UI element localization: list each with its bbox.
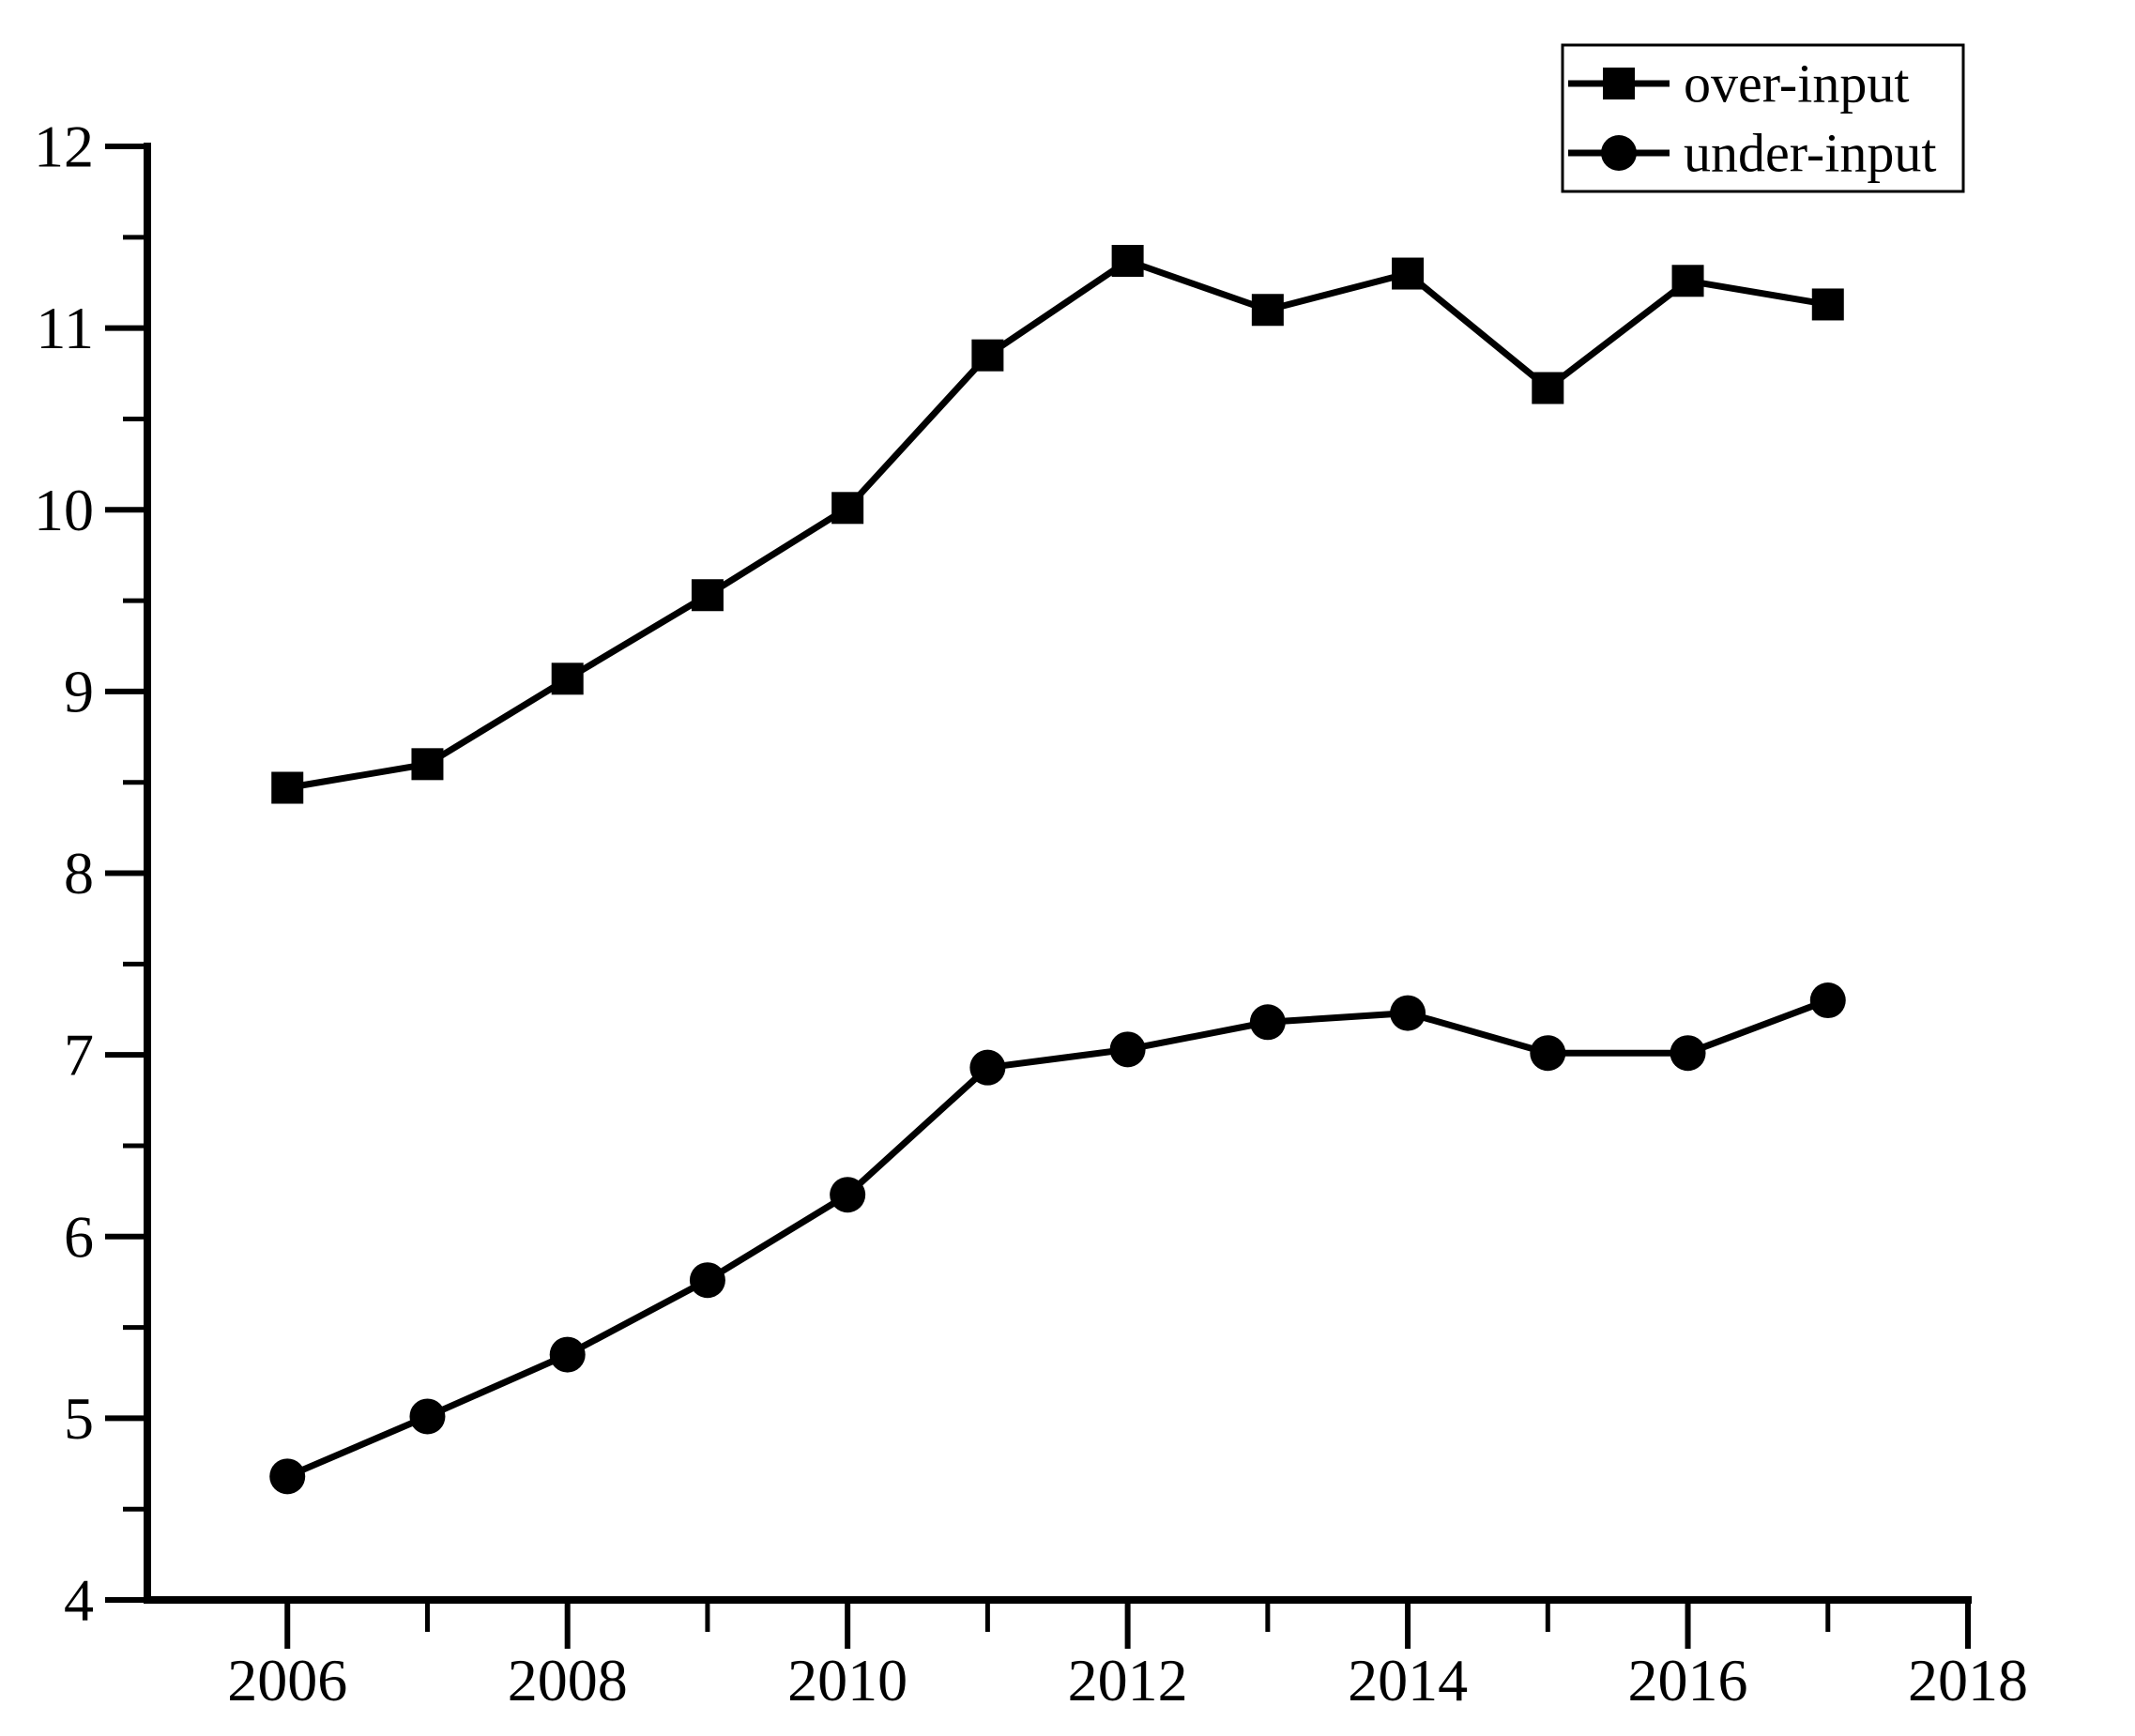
- under-input-marker: [969, 1049, 1006, 1086]
- over-input-marker: [831, 492, 864, 525]
- over-input-marker: [1671, 265, 1704, 297]
- over-input-marker: [1532, 372, 1564, 404]
- under-input-marker: [1390, 995, 1426, 1031]
- over-input-marker: [1251, 294, 1284, 327]
- series-over-input: [271, 244, 1844, 804]
- y-tick-label: 9: [64, 658, 94, 724]
- under-input-marker: [409, 1398, 446, 1435]
- under-input-line: [285, 997, 1830, 1480]
- y-tick-label: 11: [36, 295, 94, 361]
- x-tick-label: 2006: [227, 1647, 347, 1713]
- y-tick-label: 7: [64, 1022, 94, 1089]
- legend-under-input-marker: [1601, 135, 1637, 171]
- legend-label: under-input: [1684, 123, 1936, 184]
- under-input-marker: [689, 1262, 725, 1299]
- under-input-marker: [1530, 1035, 1566, 1072]
- over-input-marker: [971, 339, 1004, 372]
- under-input-marker: [269, 1458, 306, 1495]
- x-tick-label: 2014: [1348, 1647, 1468, 1713]
- over-input-marker: [1111, 244, 1144, 277]
- legend-label: over-input: [1684, 53, 1909, 114]
- legend-over-input-marker: [1603, 68, 1635, 99]
- y-tick-label: 10: [34, 477, 94, 543]
- x-tick-label: 2016: [1628, 1647, 1748, 1713]
- over-input-marker: [1811, 288, 1844, 321]
- x-axis-ticks: 2006 2008 2010 2012 2014 2016 2018: [227, 1600, 2028, 1713]
- y-tick-label: 12: [34, 114, 94, 180]
- y-tick-label: 5: [64, 1385, 94, 1452]
- under-input-marker: [1670, 1035, 1706, 1072]
- y-tick-label: 4: [64, 1567, 94, 1634]
- axes: [144, 143, 1972, 1604]
- over-input-marker: [691, 579, 724, 612]
- y-tick-label: 6: [64, 1203, 94, 1270]
- over-input-marker: [1392, 257, 1425, 290]
- under-input-marker: [1109, 1031, 1146, 1068]
- y-tick-label: 8: [64, 840, 94, 906]
- series-under-input: [269, 982, 1846, 1495]
- under-input-marker: [1809, 982, 1846, 1019]
- over-input-line: [286, 257, 1829, 791]
- under-input-marker: [1249, 1004, 1286, 1041]
- over-input-marker: [411, 748, 444, 781]
- under-input-marker: [830, 1177, 866, 1213]
- over-input-marker: [271, 771, 304, 804]
- over-input-marker: [551, 662, 584, 695]
- x-tick-label: 2010: [787, 1647, 907, 1713]
- x-tick-label: 2018: [1908, 1647, 2028, 1713]
- under-input-marker: [549, 1336, 586, 1373]
- x-tick-label: 2008: [508, 1647, 628, 1713]
- x-tick-label: 2012: [1068, 1647, 1188, 1713]
- y-axis-ticks: 4 5 6 7 8 9 10 11 12: [34, 114, 147, 1634]
- legend: over-input under-input: [1561, 43, 1965, 193]
